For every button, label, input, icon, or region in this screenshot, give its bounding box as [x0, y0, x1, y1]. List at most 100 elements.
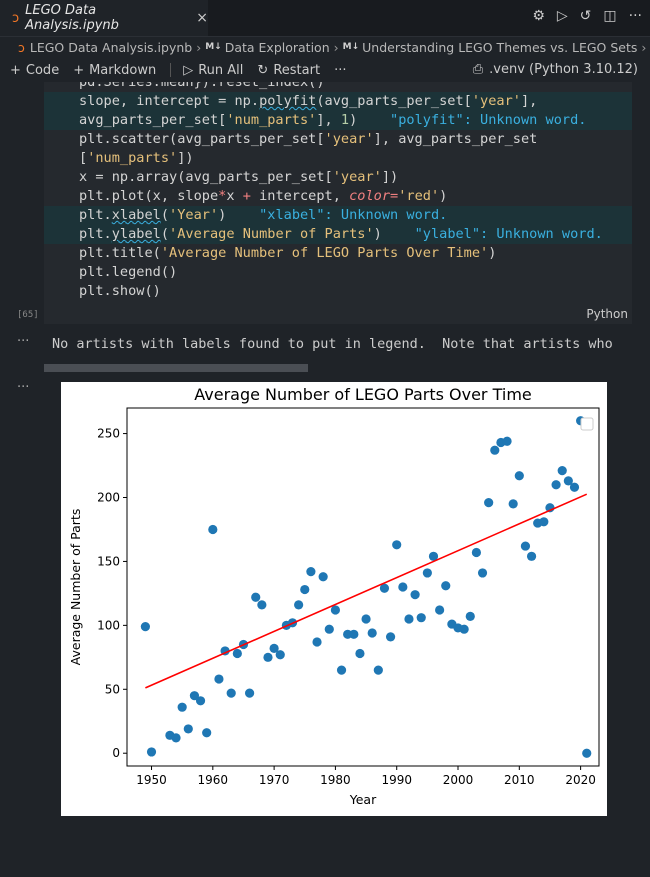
data-point: [441, 581, 451, 591]
run-icon[interactable]: ▷: [556, 8, 568, 24]
add-code-button[interactable]: + Code: [10, 63, 59, 78]
data-point: [214, 674, 224, 684]
data-point: [385, 632, 396, 642]
data-point: [177, 702, 187, 712]
restart-label: Restart: [273, 62, 321, 78]
toolbar-divider: [170, 63, 172, 77]
data-point: [459, 624, 469, 634]
data-point: [269, 643, 279, 653]
data-point: [404, 614, 414, 624]
x-tick-label: 1990: [381, 773, 412, 787]
code-line: plt.title('Average Number of LEGO Parts …: [79, 245, 497, 261]
code-cell[interactable]: pd.Series.mean}).reset_index() slope, in…: [44, 82, 632, 324]
data-point: [471, 547, 482, 558]
settings-icon[interactable]: ⚙: [532, 8, 545, 24]
plus-icon: +: [73, 62, 85, 78]
data-point: [582, 748, 592, 758]
x-tick-label: 2020: [565, 773, 596, 787]
code-text: pd.Series.mean}).reset_index(): [79, 82, 325, 90]
data-point: [508, 499, 518, 509]
editor-actions: ⚙ ▷ ↺ ◫ ···: [532, 8, 642, 24]
data-point: [208, 524, 218, 535]
breadcrumb: ɔ LEGO Data Analysis.ipynb › M↓ Data Exp…: [0, 36, 650, 58]
data-point: [232, 648, 242, 659]
tab-bar: ɔ LEGO Data Analysis.ipynb × ⚙ ▷ ↺ ◫ ···: [0, 0, 650, 37]
output-menu-icon[interactable]: ···: [17, 380, 30, 395]
add-code-label: Code: [25, 62, 60, 78]
markdown-icon: M↓: [342, 42, 360, 52]
horizontal-scrollbar[interactable]: [44, 364, 308, 372]
data-point: [477, 568, 488, 578]
data-point: [551, 480, 561, 490]
y-axis-label: Average Number of Parts: [68, 509, 83, 666]
notebook-tab[interactable]: ɔ LEGO Data Analysis.ipynb ×: [0, 0, 208, 36]
data-point: [379, 583, 390, 593]
data-point: [514, 471, 524, 481]
close-icon[interactable]: ×: [196, 10, 208, 26]
data-point: [569, 482, 580, 492]
markdown-icon: M↓: [205, 42, 222, 52]
data-point: [306, 567, 316, 577]
more-label: ···: [334, 62, 347, 78]
more-actions-icon[interactable]: ···: [628, 8, 642, 24]
data-point: [398, 582, 408, 592]
y-tick-label: 0: [112, 746, 120, 760]
history-icon[interactable]: ↺: [579, 8, 592, 24]
kernel-picker[interactable]: ⎙ .venv (Python 3.10.12): [473, 62, 638, 77]
legend-box: [580, 417, 594, 431]
jupyter-icon: ɔ: [12, 10, 20, 26]
data-point: [563, 476, 573, 486]
x-tick-label: 2010: [504, 773, 535, 787]
code-line: avg_parts_per_set['num_parts'], 1) "poly…: [44, 111, 632, 130]
data-point: [275, 650, 285, 660]
breadcrumb-section-1[interactable]: Data Exploration: [224, 39, 330, 55]
data-point: [526, 551, 537, 561]
data-point: [557, 466, 567, 476]
breadcrumb-file[interactable]: LEGO Data Analysis.ipynb: [29, 39, 193, 55]
plot-frame: [126, 407, 600, 767]
data-point: [502, 436, 512, 446]
data-point: [183, 724, 193, 734]
y-tick-label: 250: [97, 427, 120, 441]
code-line: ['num_parts']): [79, 150, 194, 166]
data-point: [490, 445, 500, 455]
code-line: plt.xlabel('Year') "xlabel": Unknown wor…: [44, 206, 632, 225]
x-axis-label: Year: [349, 792, 377, 807]
cell-language-button[interactable]: Python: [586, 307, 628, 321]
data-point: [361, 614, 371, 624]
x-tick-label: 1980: [320, 773, 351, 787]
code-line: plt.legend(): [44, 263, 632, 282]
data-point: [435, 605, 445, 615]
output-menu-icon[interactable]: ···: [17, 334, 30, 349]
chevron-right-icon: ›: [333, 39, 339, 55]
data-point: [355, 648, 365, 659]
code-line: x = np.array(avg_parts_per_set['year']): [79, 169, 399, 185]
x-tick-label: 1960: [198, 773, 229, 787]
code-text: plt.show(): [79, 283, 161, 299]
split-editor-icon[interactable]: ◫: [603, 8, 617, 24]
data-point: [202, 728, 212, 738]
code-text: plt.legend(): [79, 264, 178, 280]
chart-title: Average Number of LEGO Parts Over Time: [194, 385, 532, 404]
kernel-label: .venv (Python 3.10.12): [489, 62, 638, 77]
x-tick-label: 2000: [443, 773, 474, 787]
code-line: plt.plot(x, slope*x + intercept, color='…: [79, 188, 448, 204]
breadcrumb-section-2[interactable]: Understanding LEGO Themes vs. LEGO Sets: [362, 39, 638, 55]
add-markdown-button[interactable]: + Markdown: [73, 63, 156, 78]
data-point: [300, 584, 310, 595]
code-line: plt.scatter(avg_parts_per_set['year'], a…: [79, 131, 538, 147]
add-markdown-label: Markdown: [89, 62, 157, 78]
data-point: [330, 605, 341, 615]
stderr-output: No artists with labels found to put in l…: [52, 336, 613, 352]
trend-line: [145, 493, 588, 689]
run-all-icon: ▷: [183, 62, 194, 78]
restart-button[interactable]: ↻ Restart: [257, 63, 320, 78]
more-toolbar-button[interactable]: ···: [334, 63, 346, 78]
data-point: [294, 600, 304, 610]
data-point: [263, 652, 273, 662]
data-point: [367, 628, 377, 638]
run-all-button[interactable]: ▷ Run All: [183, 63, 243, 78]
data-point: [539, 517, 549, 527]
tab-title: LEGO Data Analysis.ipynb: [25, 3, 119, 33]
plot-output: Average Number of LEGO Parts Over Time 19…: [61, 382, 607, 816]
